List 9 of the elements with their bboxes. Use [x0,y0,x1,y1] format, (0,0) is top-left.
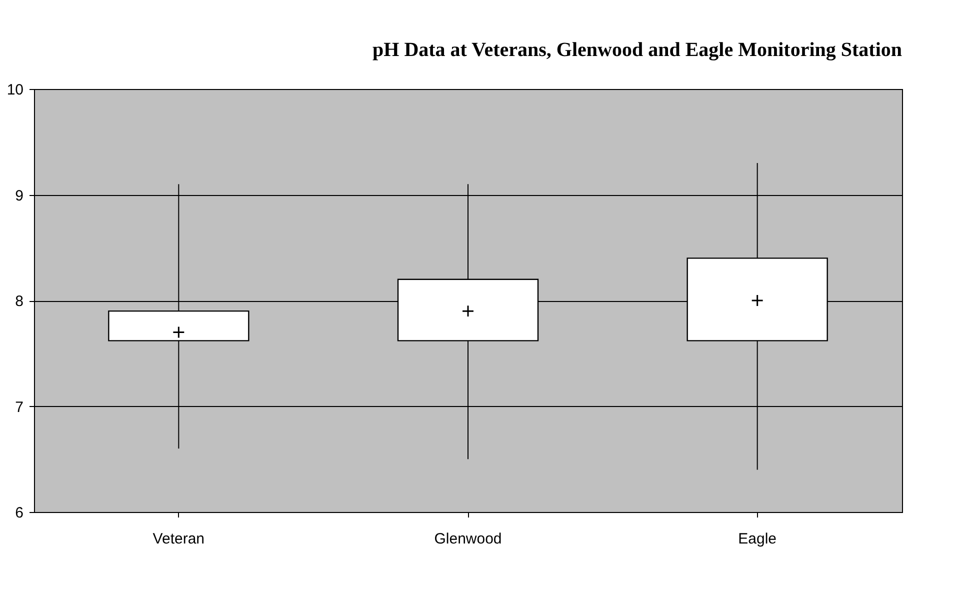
chart-title: pH Data at Veterans, Glenwood and Eagle Monitoring Station [372,39,902,61]
x-tick-label: Glenwood [434,530,502,548]
x-tick-label: Eagle [738,530,777,548]
y-tick-label: 8 [15,293,24,310]
y-tick-label: 6 [15,504,24,522]
y-tick-label: 9 [15,187,24,204]
y-tick-label: 10 [6,82,24,98]
x-tick-label: Veteran [152,530,205,548]
y-tick-label: 7 [15,398,24,416]
